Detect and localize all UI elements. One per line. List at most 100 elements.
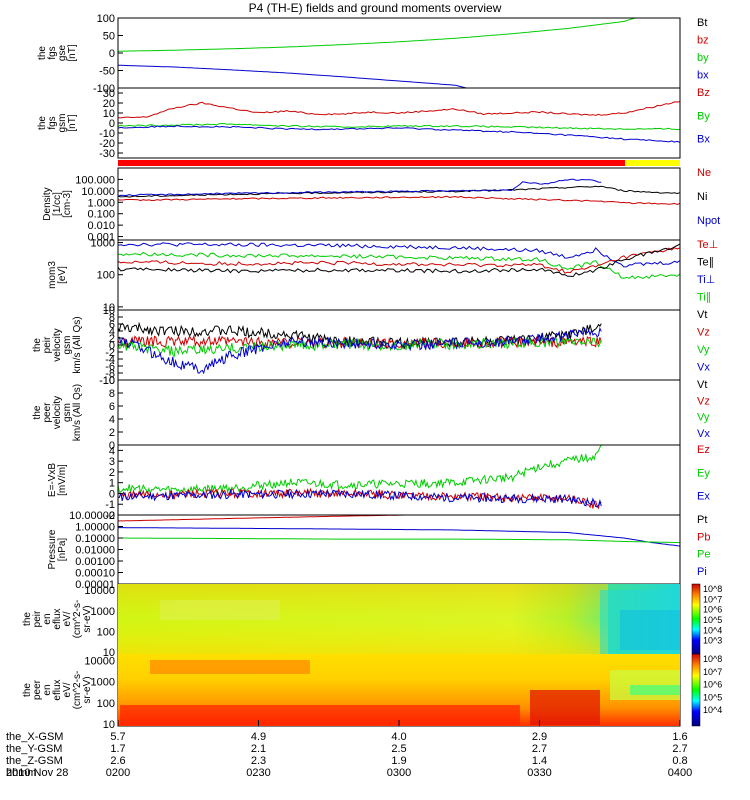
series-by — [117, 17, 636, 52]
x-row-value: 2.3 — [251, 755, 266, 767]
x-row-value: 2.6 — [110, 755, 125, 767]
legend-Ti∥: Ti∥ — [697, 292, 711, 304]
y-tick-label: 2 — [109, 467, 115, 479]
series-Vx — [117, 326, 602, 375]
y-tick-label: 10 — [103, 302, 115, 314]
x-row-label: the_Y-GSM — [6, 743, 62, 755]
legend-Pe: Pe — [697, 549, 710, 561]
series-By — [117, 122, 681, 131]
legend-by: by — [697, 52, 709, 64]
y-tick-label: 2 — [109, 427, 115, 439]
legend-Npot: Npot — [697, 215, 720, 227]
y-tick-label: -50 — [99, 66, 115, 78]
y-tick-label: 10 — [103, 108, 115, 120]
y-axis-label: the — [22, 683, 33, 697]
electron-spectrogram — [118, 654, 680, 726]
legend-bz: bz — [697, 35, 709, 47]
panel-mom3: 1000 100 10 mom3 [eV] Te⊥ Te∥ Ti⊥ Ti∥ — [47, 238, 718, 314]
y-axis-label: the — [37, 116, 48, 130]
y-tick-label: 3 — [109, 456, 115, 468]
y-tick-label: 0.00010 — [75, 568, 115, 580]
colorbar-labels: 10^810^710^610^510^410^310^810^710^610^5… — [703, 584, 722, 715]
x-row-value: 4.0 — [391, 731, 406, 743]
x-row-value: 1.6 — [672, 731, 687, 743]
panel-frame — [117, 87, 681, 159]
y-tick-label: 20 — [103, 98, 115, 110]
y-tick-label: 10.000 — [81, 186, 115, 198]
y-tick-label: 0.00100 — [75, 556, 115, 568]
y-axis-label: sr-eV) — [82, 605, 93, 632]
x-row-value: 1.9 — [391, 755, 406, 767]
y-axis-label: eV/ — [62, 611, 73, 626]
legend-Vz: Vz — [697, 395, 710, 407]
y-tick-label: 0.010 — [87, 220, 115, 232]
legend-Vz: Vz — [697, 327, 710, 339]
y-tick-label: 10000 — [84, 655, 115, 667]
y-tick-label: -20 — [99, 138, 115, 150]
colorbar-label: 10^3 — [703, 636, 722, 646]
x-row-value: 2.5 — [391, 743, 406, 755]
y-tick-label: 0 — [109, 440, 115, 452]
y-axis-label: peir — [42, 336, 53, 353]
y-axis-label: the — [22, 612, 33, 626]
y-axis-label: [mV/m] — [57, 464, 68, 496]
y-tick-label: 50 — [103, 31, 115, 43]
legend-Pt: Pt — [697, 514, 707, 526]
y-tick-label: 1000 — [91, 677, 115, 689]
y-tick-label: 0 — [109, 488, 115, 500]
colorbar-label: 10^5 — [703, 615, 722, 625]
y-axis-label: en — [42, 684, 53, 695]
series-Ti∥ — [117, 251, 681, 280]
y-axis-label: fgs — [47, 46, 58, 59]
colorbar-label: 10^8 — [703, 584, 722, 594]
legend-Pb: Pb — [697, 531, 710, 543]
x-row-label: the_Z-GSM — [6, 755, 63, 767]
colorbar-label: 10^6 — [703, 605, 722, 615]
y-axis-label: eflux — [52, 679, 63, 700]
y-axis-label: peir — [32, 610, 43, 627]
series-Ex — [117, 488, 602, 508]
x-row-value: 2.9 — [532, 731, 547, 743]
y-axis-label: km/s (All Qs) — [72, 316, 83, 373]
legend-Ni: Ni — [697, 191, 707, 203]
x-row-value: 2.1 — [251, 743, 266, 755]
y-tick-label: 100 — [97, 626, 115, 638]
x-row-value: 0300 — [387, 767, 411, 779]
colorbar-label: 10^5 — [703, 692, 722, 702]
series-Vy — [117, 335, 602, 358]
y-axis-label: eflux — [52, 608, 63, 629]
colorbar-label: 10^7 — [703, 667, 722, 677]
y-tick-label: 0.001 — [87, 232, 115, 244]
y-tick-label: 4 — [109, 326, 115, 338]
y-axis-label: Density — [42, 187, 53, 220]
y-tick-label: -10 — [99, 375, 115, 387]
legend-Vx: Vx — [697, 428, 710, 440]
y-axis-label: [nT] — [67, 114, 78, 131]
panel-density: 100.00010.0001.0000.1000.0100.001 Density… — [42, 167, 720, 244]
legend-Ez: Ez — [697, 444, 710, 456]
y-tick-label: 10 — [103, 305, 115, 317]
legend-Bz: Bz — [697, 87, 710, 99]
y-tick-label: 100 — [97, 13, 115, 25]
y-tick-label: 10000 — [84, 585, 115, 597]
y-axis-label: Pressure — [47, 529, 58, 569]
ion-colorbar — [691, 583, 701, 655]
y-axis-label: [1/cc] — [52, 192, 63, 216]
panel-frame — [117, 239, 681, 311]
panel-frame — [117, 167, 681, 241]
x-row-value: 0.8 — [672, 755, 687, 767]
panel-frame — [117, 379, 681, 446]
y-tick-label: -4 — [105, 354, 115, 366]
y-tick-label: 8 — [109, 312, 115, 324]
x-row-value: 4.9 — [251, 731, 266, 743]
y-tick-label: -8 — [105, 368, 115, 380]
x-row-value: 0400 — [668, 767, 692, 779]
y-axis-label: [cm-3] — [62, 190, 73, 218]
y-tick-label: 0.00001 — [75, 579, 115, 591]
legend-Vt: Vt — [697, 309, 707, 321]
y-axis-label: E=-VxB — [47, 463, 58, 498]
x-row-value: 0200 — [106, 767, 130, 779]
